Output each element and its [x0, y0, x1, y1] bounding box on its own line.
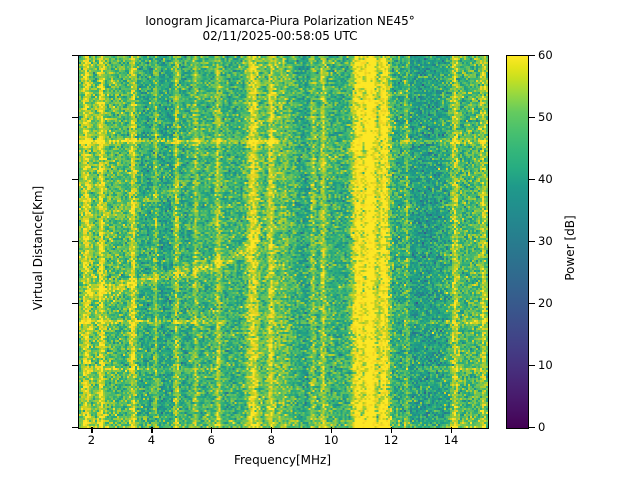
x-tick-mark	[151, 427, 153, 433]
x-tick-label: 6	[207, 433, 215, 447]
colorbar-tick-mark	[529, 117, 535, 119]
x-tick-label: 2	[87, 433, 96, 447]
chart-title-line-2: 02/11/2025-00:58:05 UTC	[202, 29, 358, 43]
y-tick-mark	[72, 55, 78, 57]
colorbar-tick-mark	[529, 179, 535, 181]
x-tick-label: 4	[147, 433, 156, 447]
colorbar-tick-label: 40	[538, 172, 553, 186]
y-axis-label: Virtual Distance[Km]	[31, 185, 45, 311]
x-tick-mark	[91, 427, 93, 433]
colorbar-tick-label: 10	[538, 358, 553, 372]
y-tick-mark	[72, 365, 78, 367]
x-tick-mark	[271, 427, 273, 433]
x-tick-mark	[331, 427, 333, 433]
colorbar-tick-mark	[529, 303, 535, 305]
y-tick-mark	[72, 241, 78, 243]
y-tick-mark	[72, 117, 78, 119]
colorbar-tick-mark	[529, 427, 535, 429]
x-axis-label: Frequency[MHz]	[233, 453, 332, 467]
ionogram-plot-area	[78, 55, 489, 429]
y-tick-mark	[72, 427, 78, 429]
chart-title: Ionogram Jicamarca-Piura Polarization NE…	[0, 14, 560, 44]
colorbar-label: Power [dB]	[563, 215, 577, 281]
colorbar-tick-mark	[529, 55, 535, 57]
colorbar-tick-mark	[529, 365, 535, 367]
colorbar-tick-label: 50	[538, 110, 553, 124]
x-tick-mark	[451, 427, 453, 433]
x-tick-mark	[211, 427, 213, 433]
x-tick-mark	[391, 427, 393, 433]
colorbar-tick-label: 60	[538, 48, 553, 62]
colorbar-tick-label: 20	[538, 296, 553, 310]
chart-title-line-1: Ionogram Jicamarca-Piura Polarization NE…	[145, 14, 415, 28]
x-tick-label: 8	[267, 433, 275, 447]
colorbar-tick-mark	[529, 241, 535, 243]
y-tick-mark	[72, 303, 78, 305]
ionogram-heatmap	[79, 56, 488, 428]
x-tick-label: 12	[383, 433, 399, 447]
colorbar-tick-label: 0	[538, 420, 546, 434]
colorbar-tick-label: 30	[538, 234, 553, 248]
x-tick-label: 14	[443, 433, 459, 447]
power-colorbar	[506, 55, 529, 429]
y-tick-mark	[72, 179, 78, 181]
x-tick-label: 10	[323, 433, 339, 447]
